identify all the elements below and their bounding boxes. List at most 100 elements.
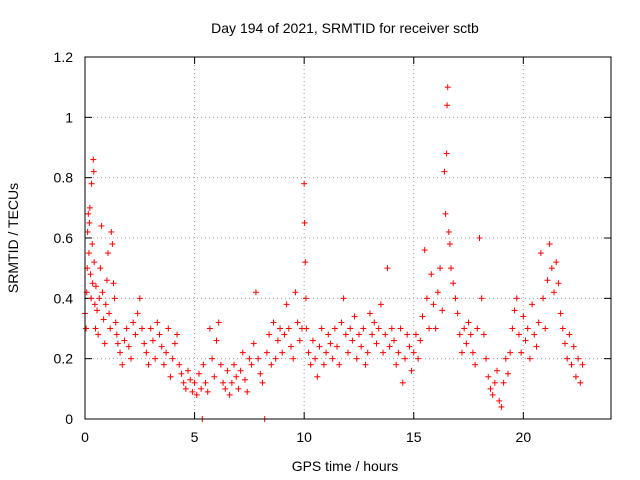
data-point [98,222,105,229]
data-point [213,337,220,344]
data-point [404,331,411,338]
data-point [504,370,511,377]
data-point [375,325,382,332]
chart-title: Day 194 of 2021, SRMTID for receiver sct… [211,20,479,36]
data-point [163,349,170,356]
data-points [82,84,586,422]
data-point [119,361,126,368]
data-point [325,331,332,338]
data-point [87,271,94,278]
data-point [526,355,533,362]
data-point [206,325,213,332]
grid-lines [85,57,611,419]
data-point [154,319,161,326]
data-point [202,379,209,386]
data-point [165,325,172,332]
x-tick-label: 15 [406,429,422,445]
data-point [266,331,273,338]
data-point [412,331,419,338]
data-point [579,361,586,368]
data-point [220,379,227,386]
data-point [169,355,176,362]
data-point [437,265,444,272]
data-point [105,250,112,257]
data-point [277,325,284,332]
data-point [270,319,277,326]
data-point [522,337,529,344]
y-tick-label: 0.8 [54,170,74,186]
data-point [246,355,253,362]
data-point [351,313,358,320]
data-point [180,379,187,386]
data-point [302,295,309,302]
data-point [222,385,229,392]
data-point [371,319,378,326]
data-point [456,331,463,338]
data-point [446,241,453,248]
data-point [423,295,430,302]
data-point [316,343,323,350]
data-point [156,331,163,338]
data-point [107,325,114,332]
data-point [320,361,327,368]
data-point [134,310,141,317]
data-point [281,331,288,338]
data-point [461,325,468,332]
data-point [347,325,354,332]
data-point [239,349,246,356]
data-point [430,301,437,308]
data-point [362,361,369,368]
data-point [577,379,584,386]
data-point [340,295,347,302]
data-point [452,295,459,302]
data-point [559,325,566,332]
data-point [494,367,501,374]
data-point [417,337,424,344]
data-point [336,361,343,368]
data-point [136,295,143,302]
data-point [312,355,319,362]
data-point [228,379,235,386]
data-point [410,349,417,356]
data-point [529,301,536,308]
data-point [518,349,525,356]
data-point [445,228,452,235]
data-point [399,379,406,386]
data-point [373,340,380,347]
data-point [178,370,185,377]
y-tick-label: 1.2 [54,49,74,65]
data-point [439,307,446,314]
data-point [108,228,115,235]
data-point [327,340,334,347]
data-point [226,391,233,398]
data-point [138,325,145,332]
data-point [485,373,492,380]
x-tick-label: 5 [191,429,199,445]
data-point [90,168,97,175]
data-point [415,355,422,362]
y-axis-label: SRMTID / TECUs [5,183,21,293]
data-point [244,388,251,395]
data-point [349,337,356,344]
x-axis-label: GPS time / hours [292,458,399,474]
data-point [121,337,128,344]
data-point [426,325,433,332]
data-point [125,343,132,350]
data-point [272,355,279,362]
y-tick-label: 1 [65,109,73,125]
data-point [408,367,415,374]
data-point [566,331,573,338]
data-point [489,391,496,398]
data-point [448,265,455,272]
data-point [248,361,255,368]
data-point [406,343,413,350]
data-point [338,319,345,326]
data-point [509,325,516,332]
data-point [323,349,330,356]
data-point [110,280,117,287]
data-point [382,331,389,338]
data-point [171,340,178,347]
data-point [102,301,109,308]
data-point [553,259,560,266]
data-point [443,150,450,157]
